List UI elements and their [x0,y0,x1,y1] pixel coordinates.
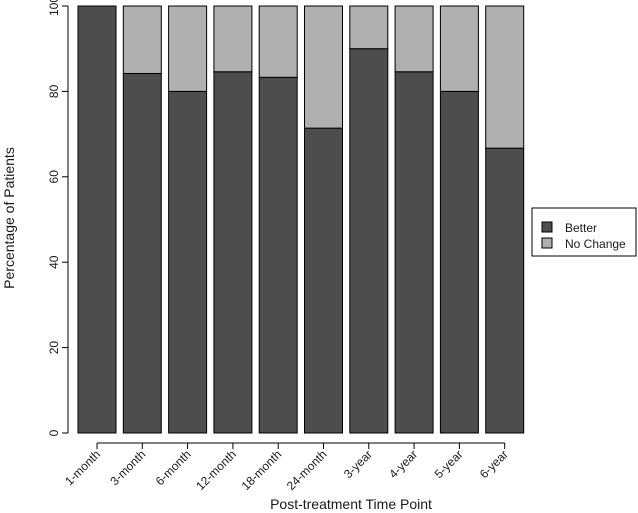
bar-better [349,48,389,434]
x-tick-label: 3-month [107,447,148,488]
x-tick-label: 12-month [193,447,239,493]
x-tick-label: 3-year [341,447,375,481]
bar-no-change [213,5,253,73]
y-tick-label: 40 [47,255,61,269]
bar-better [439,90,479,434]
x-axis: 1-month 3-month 6-month 12-month 18-month 24-… [62,442,511,493]
bars [77,5,525,434]
bar-better [122,72,162,434]
bar-better [168,90,208,434]
legend-label-no-change: No Change [565,237,626,251]
bar-better [258,76,298,434]
legend-label-better: Better [565,221,597,235]
bar-no-change [394,5,434,73]
legend-swatch-better [541,221,553,233]
x-tick-label: 5-year [432,447,466,481]
x-tick-label: 6-month [153,447,194,488]
bar-no-change [439,5,479,92]
bar-no-change [304,5,343,129]
bar-better [213,71,253,434]
bar-better [394,71,434,434]
bar-no-change [349,5,389,50]
legend-swatch-no-change [541,237,553,249]
legend: Better No Change [531,207,637,257]
y-tick-label: 60 [47,170,61,184]
y-axis: 0 20 40 60 80 100 [47,0,69,436]
bar-better [485,147,525,434]
y-axis-label: Percentage of Patients [1,147,17,289]
x-tick-label: 6-year [477,447,511,481]
y-tick-label: 0 [47,429,61,436]
x-axis-label: Post-treatment Time Point [270,496,432,512]
x-tick-label: 18-month [239,447,285,493]
x-tick-label: 4-year [386,447,420,481]
bar-better [77,5,117,434]
x-tick-label: 1-month [62,447,103,488]
y-tick-label: 100 [47,0,61,16]
bar-no-change [258,5,298,78]
bar-no-change [168,5,208,92]
bar-no-change [122,5,162,74]
y-tick-label: 20 [47,341,61,355]
bar-better [304,127,343,434]
y-tick-label: 80 [47,84,61,98]
x-tick-label: 24-month [284,447,330,493]
bar-no-change [485,5,525,149]
